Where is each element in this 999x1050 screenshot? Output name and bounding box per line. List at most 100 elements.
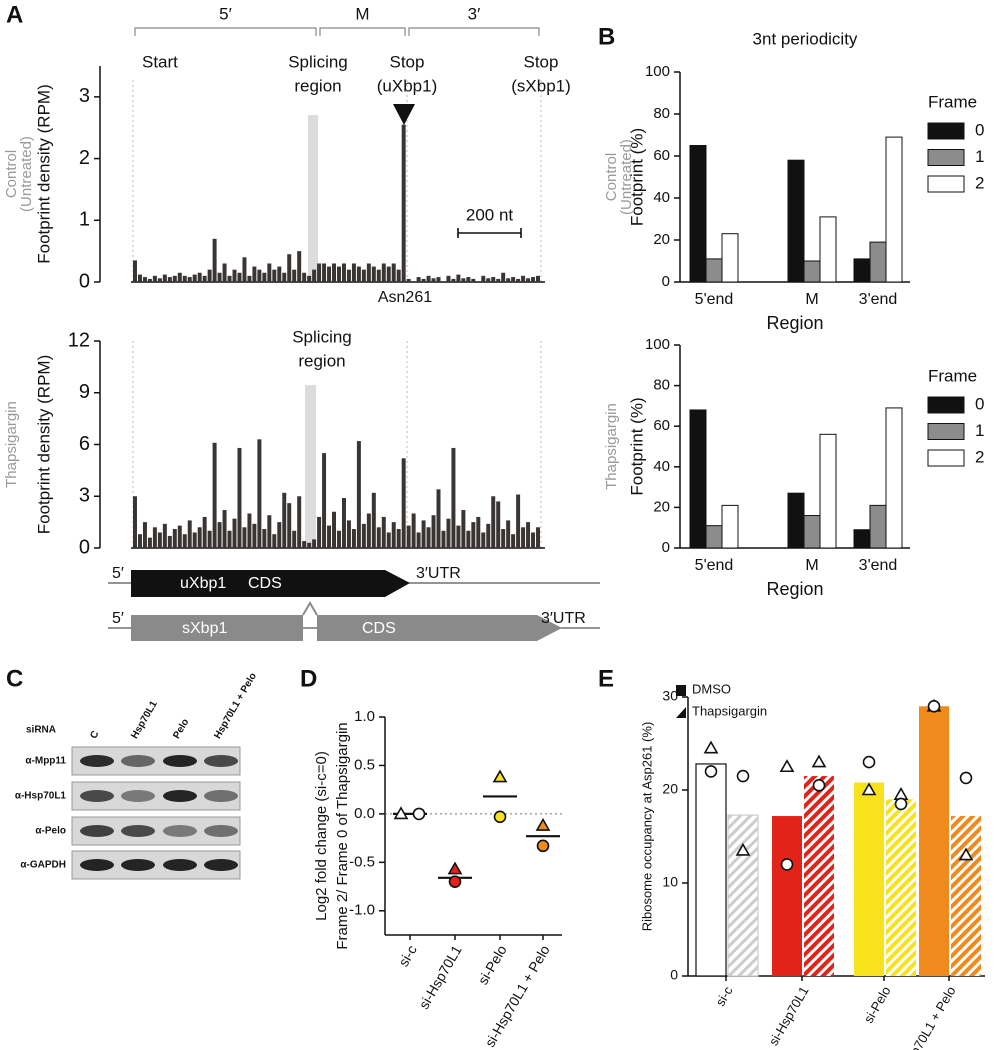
bar <box>471 278 476 282</box>
label: 0 <box>670 967 678 983</box>
label: 2 <box>79 147 90 169</box>
bar <box>486 278 491 282</box>
label: 40 <box>653 189 670 206</box>
bar <box>396 529 401 548</box>
bar <box>187 277 192 282</box>
legend-swatch <box>927 396 965 414</box>
bar <box>951 816 981 976</box>
label: (sXbp1) <box>511 76 571 95</box>
bar <box>506 278 511 282</box>
bar <box>187 520 192 548</box>
bar <box>327 525 332 548</box>
legend-swatch <box>676 685 686 696</box>
bar <box>689 409 707 549</box>
bar <box>371 492 376 548</box>
blot-band <box>163 859 197 871</box>
label: 3 <box>79 85 90 107</box>
label: Frame <box>928 92 977 111</box>
bar <box>787 492 805 549</box>
label: 20 <box>653 231 670 248</box>
label: 3'end <box>859 557 898 574</box>
bar <box>886 799 916 976</box>
label: Control <box>603 153 620 201</box>
triangle-point <box>779 759 795 773</box>
bar <box>416 277 421 282</box>
bar <box>133 496 137 548</box>
bar <box>854 782 884 976</box>
label: 0.5 <box>354 756 375 773</box>
gene-label: sXbp1 <box>182 620 227 637</box>
panel-letter: A <box>6 1 23 28</box>
bar <box>157 278 162 282</box>
bar <box>381 516 386 548</box>
bar <box>819 433 837 549</box>
bar <box>689 145 707 283</box>
triangle-point <box>393 806 409 820</box>
bar <box>396 269 401 282</box>
bar <box>147 537 152 548</box>
triangle-point <box>535 817 551 831</box>
label: si-Pelo <box>861 984 894 1026</box>
bar <box>337 266 341 282</box>
bar <box>197 527 202 548</box>
label: 60 <box>653 147 670 164</box>
bar <box>451 447 456 548</box>
gene-label: CDS <box>248 575 282 592</box>
label: -1.0 <box>349 902 375 919</box>
bar <box>919 706 949 976</box>
cds-arrow <box>317 615 562 641</box>
triangle-point <box>861 782 877 796</box>
bar <box>177 272 182 282</box>
bar <box>157 532 162 548</box>
label: 0 <box>79 536 90 558</box>
label: Splicing <box>292 327 352 346</box>
lane-label: Hsp70L1 + Pelo <box>212 671 259 741</box>
triangle-point <box>447 861 463 875</box>
label: 3 <box>79 485 90 507</box>
bar <box>242 257 247 282</box>
bar <box>341 263 346 282</box>
antibody-label: α-Hsp70L1 <box>15 791 67 802</box>
bar <box>436 489 441 548</box>
blot-band <box>80 790 114 802</box>
label: 3′ <box>468 4 481 23</box>
label: 100 <box>645 63 670 80</box>
bar <box>277 266 282 282</box>
bar <box>511 534 516 548</box>
bar <box>167 535 172 548</box>
bar <box>721 504 739 549</box>
bar <box>222 263 227 282</box>
bar <box>202 516 207 548</box>
bar <box>426 275 431 282</box>
bar <box>152 275 157 282</box>
label: Footprint density (RPM) <box>34 355 53 535</box>
bar <box>232 518 237 548</box>
triangle-point <box>492 769 508 783</box>
bar <box>526 278 531 282</box>
bar <box>787 159 805 283</box>
bar <box>803 515 821 549</box>
blot-header: siRNA <box>26 725 56 736</box>
label: Control <box>3 150 20 198</box>
bar <box>461 510 466 548</box>
bar <box>312 269 317 282</box>
bar <box>192 274 197 282</box>
bar <box>202 275 207 282</box>
bar <box>526 522 531 548</box>
bar <box>212 442 217 548</box>
circle-point <box>412 807 426 821</box>
gene-label: 5′ <box>112 610 124 627</box>
bar <box>516 494 521 548</box>
splice-junction <box>302 601 318 616</box>
bar <box>481 532 486 548</box>
lane-label: C <box>88 729 101 741</box>
bar <box>257 269 262 282</box>
circle-point <box>493 810 507 824</box>
label: 5'end <box>695 557 734 574</box>
label: 12 <box>68 329 90 351</box>
bar <box>804 776 834 976</box>
bar <box>486 523 491 548</box>
bar <box>297 496 302 548</box>
bar <box>252 266 257 282</box>
bar <box>262 529 267 548</box>
